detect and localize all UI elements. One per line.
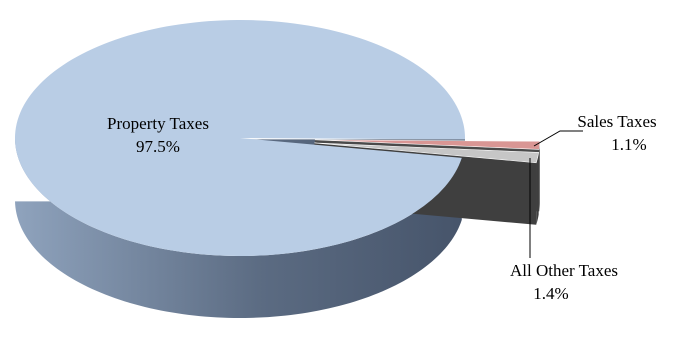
slice-sales-taxes (314, 139, 541, 150)
slice-value-sales-taxes: 1.1% (611, 135, 646, 154)
slice-all-other-taxes (314, 142, 540, 164)
pie-top-faces (14, 20, 541, 257)
slice-label-property-taxes: Property Taxes (107, 114, 209, 133)
leader-line-sales-taxes (533, 130, 583, 147)
slice-label-sales-taxes: Sales Taxes (577, 112, 656, 131)
slice-side-sales-taxes (539, 141, 540, 212)
slice-value-all-other-taxes: 1.4% (533, 284, 568, 303)
slice-value-property-taxes: 97.5% (136, 137, 180, 156)
slice-property-taxes (14, 20, 465, 257)
slice-side-all-other-taxes (536, 152, 539, 225)
leader-lines (529, 130, 583, 258)
slice-label-all-other-taxes: All Other Taxes (510, 261, 618, 280)
